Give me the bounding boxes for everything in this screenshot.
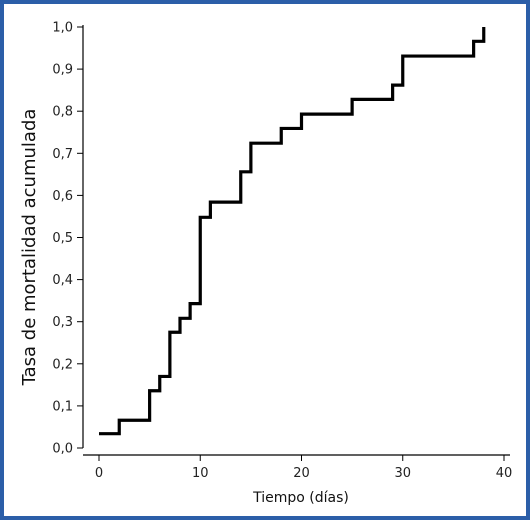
y-tick-label: 1,0 bbox=[52, 21, 73, 36]
x-tick-label: 30 bbox=[394, 466, 411, 481]
y-tick-label: 0,3 bbox=[52, 315, 73, 330]
series-line bbox=[99, 27, 486, 436]
y-tick-label: 0,0 bbox=[52, 442, 73, 457]
chart: 0,0 0,1 0,2 0,3 0,4 0,5 0,6 0,7 0,8 0,9 1,0 0 10 20 3… bbox=[19, 21, 512, 507]
y-tick-label: 0,8 bbox=[52, 105, 73, 120]
y-tick-label: 0,4 bbox=[52, 273, 73, 288]
x-tick-label: 20 bbox=[293, 466, 310, 481]
y-tick-label: 0,5 bbox=[52, 231, 73, 246]
y-tick-label: 0,6 bbox=[52, 189, 73, 204]
y-tick-label: 0,7 bbox=[52, 147, 73, 162]
y-tick-label: 0,1 bbox=[52, 399, 73, 414]
x-tick-label: 40 bbox=[496, 466, 513, 481]
y-tick-label: 0,2 bbox=[52, 357, 73, 372]
x-axis-label: Tiempo (días) bbox=[252, 490, 349, 506]
x-ticks: 0 10 20 30 40 bbox=[95, 455, 512, 481]
y-axis-label: Tasa de mortalidad acumulada bbox=[19, 109, 40, 387]
y-tick-label: 0,9 bbox=[52, 63, 73, 78]
y-ticks: 0,0 0,1 0,2 0,3 0,4 0,5 0,6 0,7 0,8 0,9 1,0 bbox=[52, 21, 83, 457]
x-tick-label: 10 bbox=[192, 466, 209, 481]
axes bbox=[82, 25, 510, 456]
x-tick-label: 0 bbox=[95, 466, 103, 481]
